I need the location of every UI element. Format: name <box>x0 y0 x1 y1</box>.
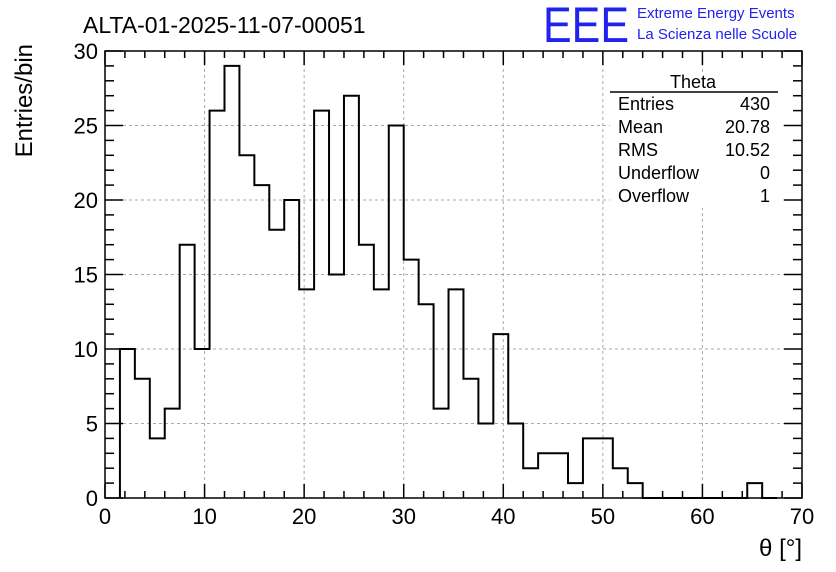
histogram-bin <box>747 483 762 498</box>
histogram-bin <box>359 245 374 498</box>
x-tick-labels: 0 10 20 30 40 50 60 70 <box>99 504 814 529</box>
histogram-bin <box>165 409 180 498</box>
histogram-bin <box>299 289 314 498</box>
x-tick-label: 0 <box>99 504 111 529</box>
y-tick-label: 15 <box>74 263 98 288</box>
x-tick-label: 10 <box>192 504 216 529</box>
logo-mark: EEE <box>543 0 629 53</box>
x-tick-label: 30 <box>391 504 415 529</box>
histogram-bin <box>239 155 254 498</box>
y-tick-label: 0 <box>86 486 98 511</box>
stats-label: Overflow <box>618 186 690 206</box>
histogram-bin <box>613 468 628 498</box>
y-tick-label: 10 <box>74 337 98 362</box>
x-axis-label: θ [°] <box>759 535 802 562</box>
histogram-bin <box>478 424 493 499</box>
stats-row-underflow: Underflow 0 <box>618 163 770 183</box>
y-tick-labels: 0 5 10 15 20 25 30 <box>74 39 98 511</box>
axis-ticks <box>104 50 803 499</box>
histogram-bin <box>553 453 568 498</box>
histogram-bin <box>150 438 165 498</box>
stats-label: Underflow <box>618 163 700 183</box>
histogram-bin <box>419 304 434 498</box>
histogram-bin <box>254 185 269 498</box>
logo-line-2: La Scienza nelle Scuole <box>637 26 797 43</box>
histogram-bin <box>224 66 239 498</box>
histogram-bin <box>538 453 553 498</box>
histogram-bin <box>493 334 508 498</box>
stats-label: Entries <box>618 94 674 114</box>
y-axis-label: Entries/bin <box>11 44 38 157</box>
stats-title: Theta <box>670 72 717 92</box>
stats-value: 10.52 <box>725 140 770 160</box>
histogram-bin <box>628 483 643 498</box>
x-tick-label: 40 <box>491 504 515 529</box>
histogram-bin <box>180 245 195 498</box>
stats-label: Mean <box>618 117 663 137</box>
stats-label: RMS <box>618 140 658 160</box>
histogram-bin <box>389 126 404 499</box>
histogram-bin <box>449 289 464 498</box>
histogram-outline <box>118 64 778 499</box>
stats-value: 1 <box>760 186 770 206</box>
histogram-bin <box>314 111 329 498</box>
histogram-bin <box>568 483 583 498</box>
histogram-bin <box>523 468 538 498</box>
histogram-bin <box>329 275 344 499</box>
histogram-bin <box>583 438 598 498</box>
stats-row-overflow: Overflow 1 <box>618 186 770 206</box>
histogram-bin <box>284 200 299 498</box>
chart-title: ALTA-01-2025-11-07-00051 <box>83 12 366 38</box>
x-tick-label: 50 <box>591 504 615 529</box>
stats-value: 20.78 <box>725 117 770 137</box>
eee-logo: EEE Extreme Energy Events La Scienza nel… <box>543 0 797 53</box>
histogram-bin <box>404 260 419 498</box>
histogram-bin <box>508 424 523 499</box>
y-tick-label: 25 <box>74 114 98 139</box>
stats-value: 430 <box>740 94 770 114</box>
x-tick-label: 60 <box>690 504 714 529</box>
x-tick-label: 20 <box>292 504 316 529</box>
stats-row-entries: Entries 430 <box>618 94 770 114</box>
histogram-bin <box>210 111 225 498</box>
y-tick-label: 5 <box>86 412 98 437</box>
x-tick-label: 70 <box>790 504 814 529</box>
y-tick-label: 20 <box>74 188 98 213</box>
stats-value: 0 <box>760 163 770 183</box>
histogram-bin <box>463 379 478 498</box>
histogram-bin <box>269 230 284 498</box>
stats-box-background <box>610 73 780 208</box>
y-tick-label: 30 <box>74 39 98 64</box>
histogram-bin <box>135 379 150 498</box>
histogram-bin <box>195 349 210 498</box>
stats-row-mean: Mean 20.78 <box>618 117 770 137</box>
histogram-bin <box>434 409 449 498</box>
histogram-bin <box>344 96 359 498</box>
stats-row-rms: RMS 10.52 <box>618 140 770 160</box>
stats-box: Theta Entries 430 Mean 20.78 RMS 10.52 U… <box>610 72 780 208</box>
histogram-bin <box>598 438 613 498</box>
histogram-bin <box>374 289 389 498</box>
logo-line-1: Extreme Energy Events <box>637 5 795 22</box>
